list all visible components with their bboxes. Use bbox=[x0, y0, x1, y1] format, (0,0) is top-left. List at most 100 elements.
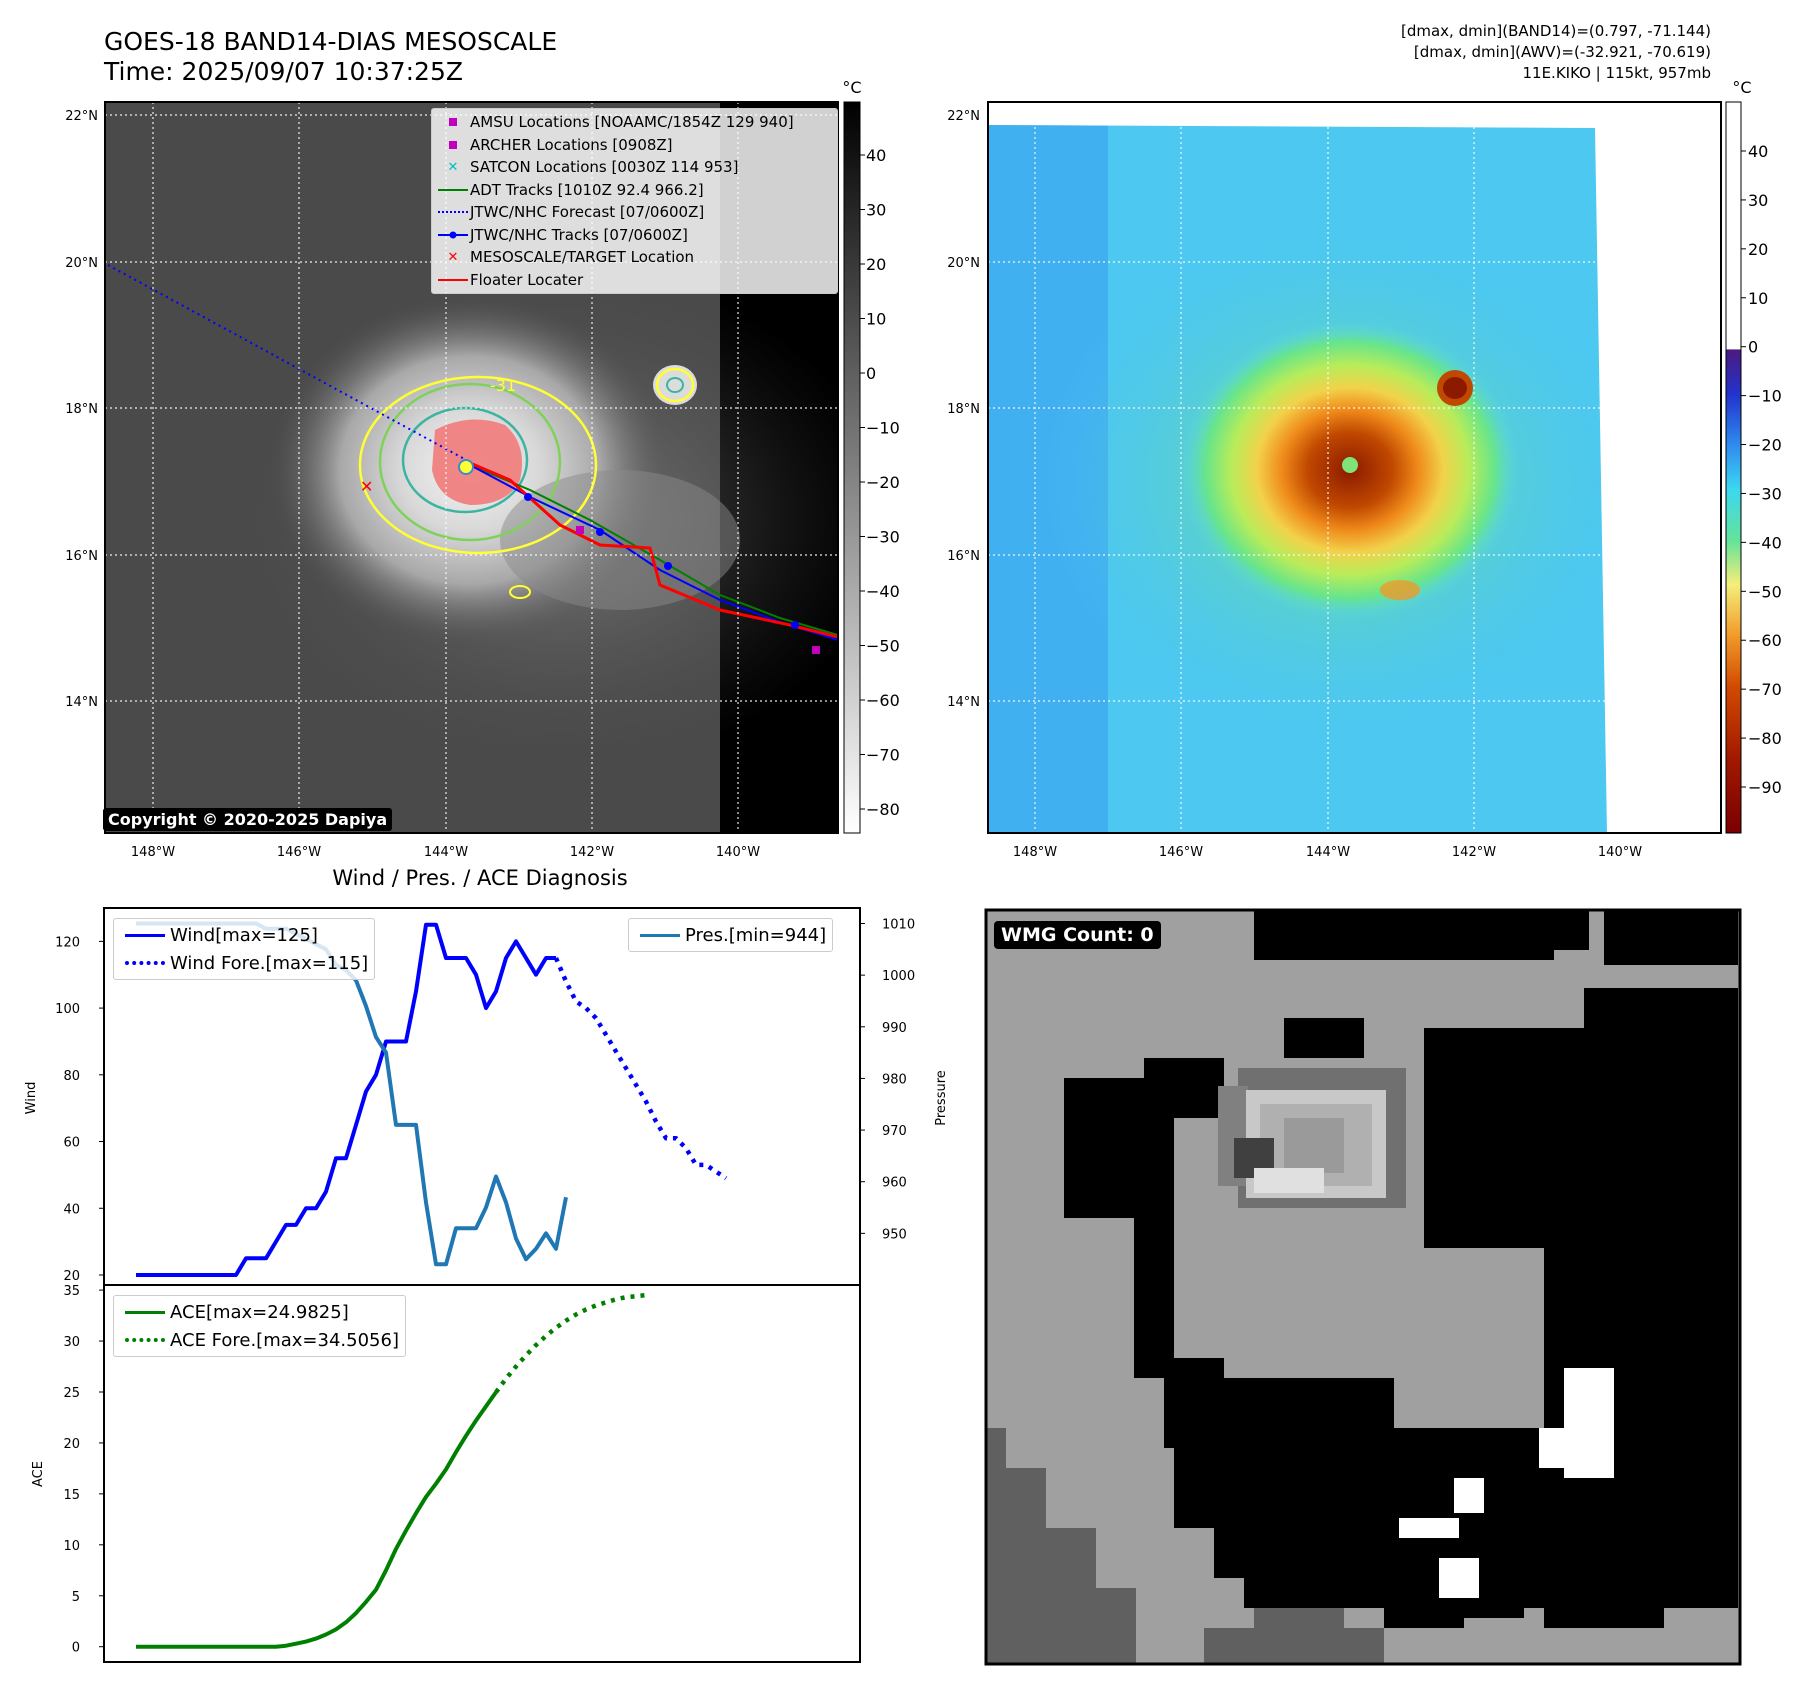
ir-colorbar-tick: −20 bbox=[866, 473, 900, 492]
awv-lat-label: 18°N bbox=[947, 402, 980, 417]
ir-lon-label: 148°W bbox=[131, 845, 175, 860]
awv-colorbar bbox=[1725, 101, 1742, 834]
pressure-tick-label: 1000 bbox=[882, 969, 915, 984]
awv-colorbar-tick: −40 bbox=[1748, 533, 1782, 552]
ace-tick-label: 25 bbox=[63, 1386, 80, 1401]
awv-lon-label: 142°W bbox=[1452, 845, 1496, 860]
awv-lat-label: 14°N bbox=[947, 695, 980, 710]
awv-colorbar-tick: −30 bbox=[1748, 484, 1782, 503]
pressure-tick-label: 950 bbox=[882, 1227, 907, 1242]
ir-colorbar-tick: −60 bbox=[866, 691, 900, 710]
line-icon bbox=[640, 933, 680, 937]
series-line bbox=[136, 1391, 498, 1649]
awv-colorbar-tick: 20 bbox=[1748, 240, 1768, 259]
line-dot-icon bbox=[438, 231, 468, 239]
legend-item: ✕ SATCON Locations [0030Z 114 953] bbox=[447, 158, 739, 177]
ace-legend: ACE[max=24.9825] ACE Fore.[max=34.5056] bbox=[113, 1295, 406, 1357]
ir-lon-label: 144°W bbox=[424, 845, 468, 860]
band14-range-text: [dmax, dmin](BAND14)=(0.797, -71.144) bbox=[1400, 22, 1711, 40]
line-icon bbox=[125, 933, 165, 937]
awv-colorbar-tick: −90 bbox=[1748, 778, 1782, 797]
legend-item: JTWC/NHC Forecast [07/0600Z] bbox=[436, 201, 833, 224]
ace-tick-label: 5 bbox=[72, 1590, 80, 1605]
ace-tick-label: 30 bbox=[63, 1335, 80, 1350]
dotted-line-icon bbox=[125, 1338, 165, 1342]
legend-item: AMSU Locations [NOAAMC/1854Z 129 940] bbox=[436, 111, 833, 134]
pressure-tick-label: 1010 bbox=[882, 917, 915, 932]
ir-colorbar-tick: 40 bbox=[866, 146, 886, 165]
awv-colorbar-tick: 40 bbox=[1748, 142, 1768, 161]
ace-tick-label: 0 bbox=[72, 1641, 80, 1656]
ir-colorbar-tick: 30 bbox=[866, 201, 886, 220]
ace-tick-label: 10 bbox=[63, 1539, 80, 1554]
ace-tick-label: 20 bbox=[63, 1437, 80, 1452]
dotted-line-icon bbox=[438, 211, 468, 214]
wind-axis-label: Wind bbox=[24, 1082, 39, 1115]
ir-colorbar-tick: −10 bbox=[866, 419, 900, 438]
pressure-tick-label: 980 bbox=[882, 1072, 907, 1087]
ir-colorbar-tick: −80 bbox=[866, 800, 900, 819]
pressure-axis-label: Pressure bbox=[934, 1070, 949, 1126]
awv-colorbar-tick: −10 bbox=[1748, 387, 1782, 406]
awv-colorbar-tick: −70 bbox=[1748, 680, 1782, 699]
ace-tick-label: 35 bbox=[63, 1284, 80, 1299]
awv-colorbar-tick: −60 bbox=[1748, 631, 1782, 650]
legend-item: ACE[max=24.9825] bbox=[120, 1298, 399, 1326]
awv-range-text: [dmax, dmin](AWV)=(-32.921, -70.619) bbox=[1413, 43, 1711, 61]
pressure-tick-label: 960 bbox=[882, 1176, 907, 1191]
awv-lon-label: 148°W bbox=[1013, 845, 1057, 860]
square-marker-icon bbox=[449, 140, 457, 149]
ace-tick-label: 15 bbox=[63, 1488, 80, 1503]
figure-title: GOES-18 BAND14-DIAS MESOSCALE bbox=[104, 27, 558, 56]
awv-map-panel: 22°N 20°N 18°N 16°N 14°N 148°W 146°W 144… bbox=[947, 78, 1782, 860]
ir-colorbar bbox=[843, 101, 861, 834]
ir-colorbar-tick: 10 bbox=[866, 310, 886, 329]
ir-lat-label: 18°N bbox=[65, 402, 98, 417]
ir-lon-label: 146°W bbox=[277, 845, 321, 860]
pressure-legend: Pres.[min=944] bbox=[628, 918, 834, 952]
series-line bbox=[553, 957, 728, 1181]
legend-item: Pres.[min=944] bbox=[635, 921, 826, 949]
ir-colorbar-tick: −70 bbox=[866, 746, 900, 765]
legend-item: ARCHER Locations [0908Z] bbox=[436, 134, 833, 157]
awv-colorbar-tick: 30 bbox=[1748, 191, 1768, 210]
awv-lat-label: 22°N bbox=[947, 109, 980, 124]
ir-colorbar-unit: °C bbox=[842, 78, 861, 97]
awv-colorbar-tick: 10 bbox=[1748, 289, 1768, 308]
x-marker-icon: ✕ bbox=[447, 159, 459, 175]
ir-lat-label: 14°N bbox=[65, 695, 98, 710]
line-icon bbox=[438, 188, 468, 191]
dotted-line-icon bbox=[125, 961, 165, 965]
svg-text:✕: ✕ bbox=[360, 477, 373, 496]
chart-title: Wind / Pres. / ACE Diagnosis bbox=[332, 866, 628, 890]
wmg-panel bbox=[984, 908, 1742, 1666]
figure-time: Time: 2025/09/07 10:37:25Z bbox=[104, 57, 463, 86]
legend-item: ACE Fore.[max=34.5056] bbox=[120, 1326, 399, 1354]
ace-axis-label: ACE bbox=[31, 1461, 46, 1487]
ir-colorbar-tick: −40 bbox=[866, 582, 900, 601]
awv-lon-label: 144°W bbox=[1306, 845, 1350, 860]
wind-tick-label: 100 bbox=[55, 1002, 80, 1017]
series-line bbox=[136, 922, 556, 1277]
wind-legend: Wind[max=125] Wind Fore.[max=115] bbox=[113, 918, 376, 980]
awv-colorbar-tick: −20 bbox=[1748, 436, 1782, 455]
copyright-badge: Copyright © 2020-2025 Dapiya bbox=[103, 808, 393, 831]
ir-map-legend: AMSU Locations [NOAAMC/1854Z 129 940] AR… bbox=[431, 108, 838, 294]
awv-colorbar-tick: −50 bbox=[1748, 582, 1782, 601]
ir-colorbar-tick: −50 bbox=[866, 637, 900, 656]
x-marker-icon: ✕ bbox=[447, 249, 459, 265]
ir-lat-label: 22°N bbox=[65, 109, 98, 124]
awv-colorbar-tick: 0 bbox=[1748, 338, 1758, 357]
awv-lat-label: 20°N bbox=[947, 256, 980, 271]
series-line bbox=[494, 1292, 647, 1394]
wind-tick-label: 20 bbox=[63, 1269, 80, 1284]
ir-colorbar-tick: 0 bbox=[866, 364, 876, 383]
wind-tick-label: 120 bbox=[55, 935, 80, 950]
wmg-count-badge: WMG Count: 0 bbox=[994, 921, 1161, 949]
wind-tick-label: 40 bbox=[63, 1202, 80, 1217]
square-marker-icon bbox=[449, 118, 457, 127]
legend-item: JTWC/NHC Tracks [07/0600Z] bbox=[436, 224, 833, 247]
storm-info-text: 11E.KIKO | 115kt, 957mb bbox=[1522, 64, 1711, 82]
awv-colorbar-tick: −80 bbox=[1748, 729, 1782, 748]
